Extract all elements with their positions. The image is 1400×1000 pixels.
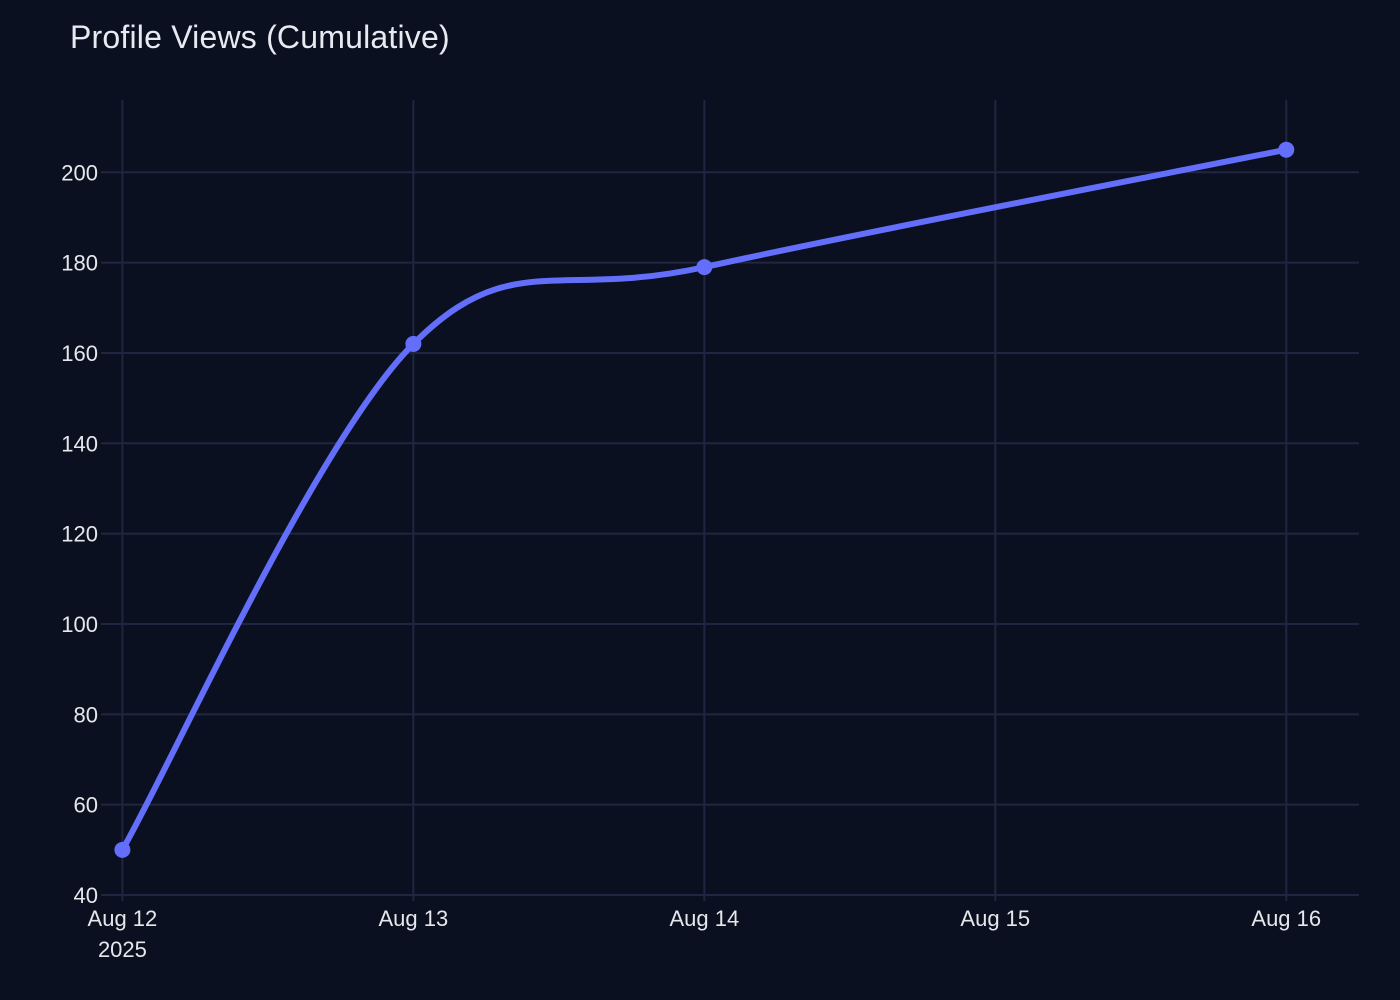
- y-tick-label: 180: [61, 251, 98, 276]
- series-line: [119, 146, 1290, 853]
- chart-title: Profile Views (Cumulative): [70, 19, 450, 55]
- x-tick-sublabel: 2025: [98, 937, 147, 962]
- y-tick-label: 140: [61, 431, 98, 456]
- y-tick-label: 60: [74, 793, 98, 818]
- x-tick-label: Aug 13: [379, 906, 449, 931]
- y-tick-label: 100: [61, 612, 98, 637]
- x-tick-label: Aug 12: [88, 906, 158, 931]
- data-point: [696, 259, 713, 276]
- y-tick-label: 160: [61, 341, 98, 366]
- y-tick-label: 80: [74, 702, 98, 727]
- data-point: [114, 841, 131, 858]
- y-tick-label: 200: [61, 160, 98, 185]
- y-tick-label: 40: [74, 883, 98, 908]
- y-tick-label: 120: [61, 522, 98, 547]
- x-tick-label: Aug 15: [960, 906, 1030, 931]
- data-point: [405, 335, 422, 352]
- data-point: [1278, 141, 1295, 158]
- x-tick-label: Aug 14: [669, 906, 739, 931]
- x-tick-label: Aug 16: [1251, 906, 1321, 931]
